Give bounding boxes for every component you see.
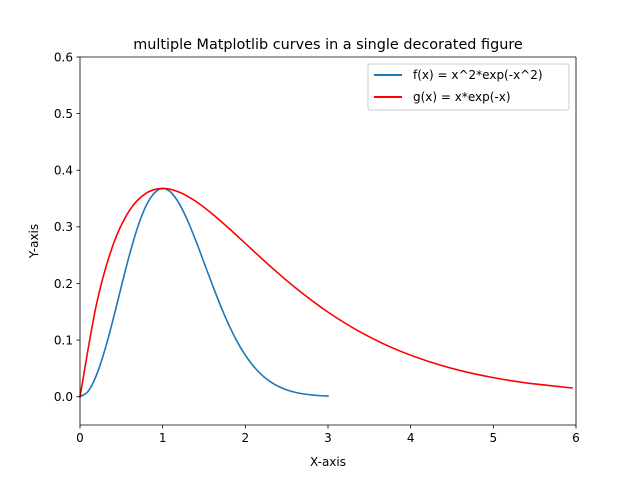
y-tick-label: 0.0 [54,390,73,404]
curve-f [78,187,329,398]
y-tick-label: 0.6 [54,50,73,64]
y-axis-label: Y-axis [27,224,41,259]
x-tick-label: 2 [242,431,250,445]
x-tick-label: 1 [159,431,167,445]
plot-area [80,57,576,425]
x-axis-label: X-axis [310,455,346,469]
y-tick-label: 0.4 [54,164,73,178]
curves [78,187,573,398]
legend-label-g: g(x) = x*exp(-x) [413,90,511,104]
curve-g [79,187,573,398]
x-axis-ticks: 0 1 2 3 4 5 6 [76,425,580,445]
y-tick-label: 0.1 [54,333,73,347]
x-tick-label: 4 [407,431,415,445]
chart-title: multiple Matplotlib curves in a single d… [133,37,523,53]
x-tick-label: 6 [572,431,580,445]
y-tick-label: 0.3 [54,220,73,234]
legend: f(x) = x^2*exp(-x^2) g(x) = x*exp(-x) [367,63,570,111]
y-tick-label: 0.5 [54,107,73,121]
legend-label-f: f(x) = x^2*exp(-x^2) [413,68,543,82]
legend-box [367,63,570,111]
y-tick-label: 0.2 [54,277,73,291]
x-tick-label: 0 [76,431,84,445]
x-tick-label: 3 [324,431,332,445]
x-tick-label: 5 [490,431,498,445]
y-axis-ticks: 0.0 0.1 0.2 0.3 0.4 0.5 0.6 [54,50,80,404]
